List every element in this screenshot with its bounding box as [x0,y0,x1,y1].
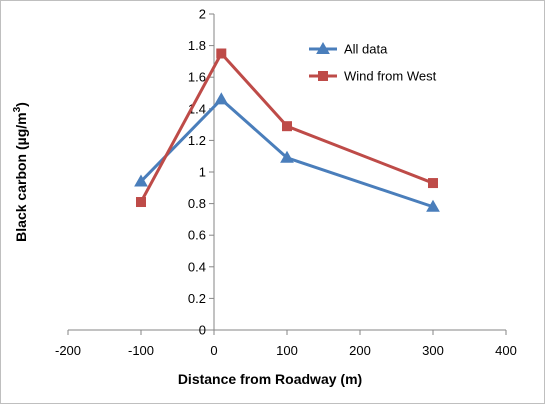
x-tick-label: -100 [128,343,154,358]
series-line-all-data [139,97,434,209]
x-tick-label: 200 [349,343,371,358]
y-axis-title-main: Black carbon (µg/m [13,112,29,241]
x-axis-title: Distance from Roadway (m) [178,371,362,387]
y-tick-label: 1.2 [188,133,206,148]
y-tick-label: 0.2 [188,291,206,306]
series-layer [134,48,440,212]
legend-marker-wind-from-west [318,71,328,81]
data-point-all-data [134,174,148,187]
series-wind-from-west [136,48,438,208]
y-tick-label: 1 [199,165,206,180]
y-tick-label: 1.8 [188,38,206,53]
data-point-wind-from-west [136,197,146,208]
legend-label-all-data: All data [344,42,388,57]
data-point-all-data [426,199,440,212]
legend-entry-all-data: All data [309,42,388,57]
data-point-wind-from-west [216,48,227,59]
y-tick-label: 1.6 [188,70,206,85]
y-tick-label: 2 [199,7,206,22]
y-tick-label: 0 [199,323,206,338]
data-point-all-data [214,92,229,105]
series-all-data [134,92,440,212]
y-tick-label: 0.4 [188,259,206,274]
x-tick-label: 300 [422,343,444,358]
x-tick-label: 0 [210,343,217,358]
data-point-wind-from-west [428,178,438,189]
x-tick-label: -200 [55,343,81,358]
legend-entry-wind-from-west: Wind from West [309,69,437,84]
legend-marker-all-data [316,41,330,54]
x-axis-ticks: -200 -100 0 100 200 300 400 [55,330,517,358]
legend: All data Wind from West [309,42,437,84]
y-axis-title-close: ) [13,102,29,107]
data-point-all-data [280,150,294,163]
y-axis-title: Black carbon (µg/m3) [12,102,29,242]
y-axis-title-sup: 3 [12,106,23,112]
y-tick-label: 0.6 [188,228,206,243]
y-axis-ticks: 00.20.40.60.811.21.41.61.82 [188,7,214,338]
y-tick-label: 0.8 [188,196,206,211]
legend-label-wind-from-west: Wind from West [344,69,437,84]
data-point-wind-from-west [282,121,292,132]
x-tick-label: 400 [495,343,517,358]
axes [68,14,506,331]
series-line-wind-from-west [139,52,434,203]
x-tick-label: 100 [276,343,298,358]
